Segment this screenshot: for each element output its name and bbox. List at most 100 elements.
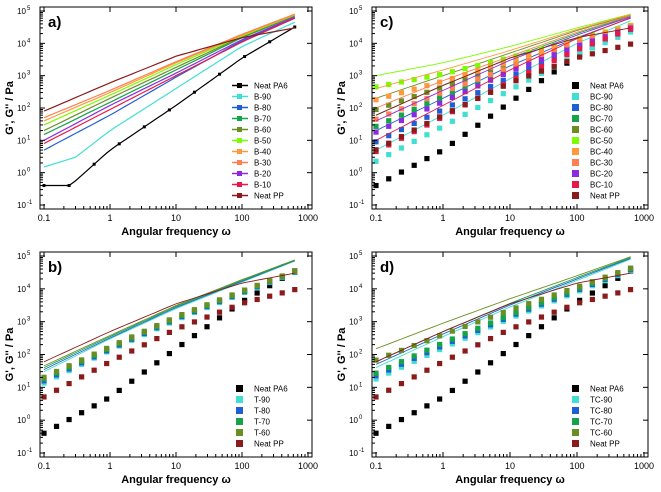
data-point <box>373 139 379 145</box>
data-point <box>627 265 634 271</box>
data-point <box>167 108 171 112</box>
y-tick-exponent: 2 <box>27 103 31 109</box>
data-point <box>437 149 443 155</box>
series-b-90 <box>43 21 296 168</box>
data-point <box>386 352 392 358</box>
legend-marker <box>572 115 579 122</box>
y-tick-label: 10 <box>17 383 26 392</box>
x-tick-label: 1000 <box>298 213 318 223</box>
data-point <box>487 59 494 66</box>
data-point <box>411 162 417 168</box>
data-point <box>551 295 557 301</box>
data-point <box>449 75 455 82</box>
legend-label: B-60 <box>254 126 271 135</box>
data-point <box>179 324 185 330</box>
series-t-60 <box>41 259 298 380</box>
data-point <box>373 116 379 122</box>
data-point <box>141 328 147 334</box>
data-point <box>192 90 196 94</box>
data-point <box>154 360 160 366</box>
legend-item: BC-60 <box>572 126 613 135</box>
legend-marker <box>572 82 579 89</box>
legend-item: T-80 <box>236 407 271 416</box>
y-tick-exponent: 1 <box>359 135 363 141</box>
data-point <box>513 66 519 72</box>
legend-item: B-50 <box>232 137 271 146</box>
data-point <box>437 85 443 91</box>
data-point <box>538 314 545 320</box>
y-tick-exponent: -1 <box>27 200 33 206</box>
data-point <box>117 142 121 146</box>
series-line <box>375 272 631 363</box>
data-point <box>386 387 392 393</box>
legend-label: TC-60 <box>590 429 613 438</box>
data-point <box>179 341 185 348</box>
data-point <box>373 158 379 164</box>
data-point <box>538 57 545 63</box>
legend-item: TC-80 <box>572 407 613 416</box>
data-point <box>398 416 405 423</box>
data-point <box>104 360 110 367</box>
y-tick-label: 10 <box>349 104 358 113</box>
data-point <box>462 96 468 102</box>
data-point <box>513 309 519 316</box>
data-point <box>449 140 455 146</box>
legend-item: Neat PP <box>572 440 620 449</box>
y-tick-label: 10 <box>349 169 358 178</box>
legend-item: BC-40 <box>572 148 613 157</box>
data-point <box>179 312 185 318</box>
series-b-30 <box>43 13 296 119</box>
data-point <box>487 320 494 326</box>
data-point <box>292 287 298 293</box>
data-point <box>386 370 392 376</box>
legend-label: Neat PA6 <box>254 82 288 91</box>
y-tick-exponent: 0 <box>359 415 363 421</box>
data-point <box>538 53 545 59</box>
y-axis-label: G', G'' / Pa <box>4 80 16 135</box>
data-point <box>487 113 494 119</box>
legend-marker <box>236 396 243 403</box>
series-line <box>43 13 296 122</box>
data-point <box>116 354 122 360</box>
data-point <box>411 112 417 118</box>
data-point <box>513 57 519 63</box>
data-point <box>154 335 160 342</box>
data-point <box>243 55 247 59</box>
data-point <box>373 147 379 153</box>
y-tick-exponent: 2 <box>359 350 363 356</box>
data-point <box>513 341 519 348</box>
legend-marker <box>237 116 242 121</box>
legend-label: T-70 <box>254 418 271 427</box>
data-point <box>577 300 583 306</box>
data-point <box>141 342 147 348</box>
legend-label: Neat PP <box>254 440 284 449</box>
data-point <box>589 38 595 44</box>
data-point <box>551 57 557 64</box>
data-point <box>551 309 557 315</box>
y-tick-exponent: 2 <box>27 350 31 356</box>
y-tick-label: 10 <box>17 449 26 458</box>
panel-label: d) <box>380 259 394 276</box>
legend-label: B-20 <box>254 170 271 179</box>
y-tick-exponent: 0 <box>27 415 31 421</box>
data-point <box>166 329 172 335</box>
data-point <box>449 118 455 124</box>
data-point <box>564 58 570 65</box>
data-point <box>551 49 557 55</box>
legend-item: T-60 <box>236 429 271 438</box>
legend-marker <box>572 440 579 447</box>
data-point <box>551 292 557 298</box>
legend-label: T-60 <box>254 429 271 438</box>
series-tc-70 <box>373 257 634 376</box>
legend-marker <box>572 137 579 144</box>
data-point <box>475 90 481 96</box>
x-tick-label: 1000 <box>634 213 654 223</box>
data-point <box>526 301 532 307</box>
data-point <box>129 378 135 384</box>
x-tick-label: 1000 <box>634 461 654 471</box>
data-point <box>437 125 443 131</box>
x-tick-label: 100 <box>569 213 584 223</box>
data-point <box>142 125 146 129</box>
data-point <box>424 95 430 102</box>
legend-item: BC-80 <box>572 104 613 113</box>
